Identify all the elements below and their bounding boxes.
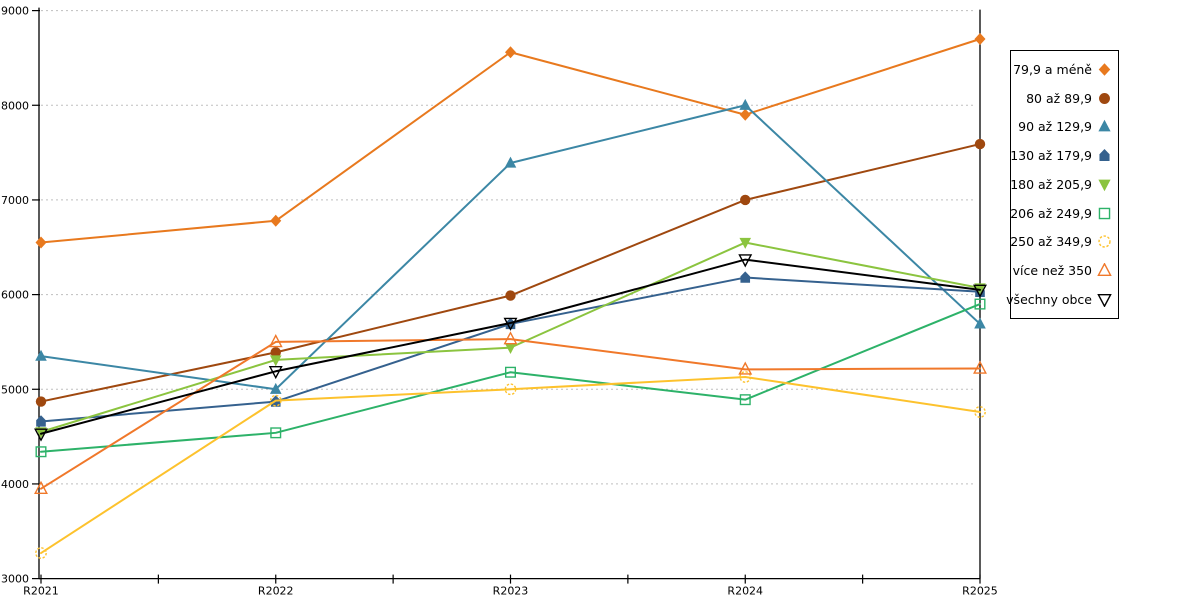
y-tick-label: 3000 (1, 573, 29, 586)
data-point-marker (270, 427, 282, 439)
triangle-down-marker-icon (1097, 293, 1112, 307)
data-point-marker (504, 156, 517, 168)
series-7-line (35, 371, 986, 559)
data-point-marker (739, 394, 751, 406)
data-point-marker (738, 254, 753, 268)
x-tick-label: R2021 (23, 585, 59, 598)
gridlines (41, 10, 975, 485)
data-point-marker (505, 290, 516, 301)
data-point-marker (503, 317, 518, 331)
x-tick-label: R2024 (727, 585, 763, 598)
data-point-marker (35, 236, 47, 249)
series-1-line (35, 33, 986, 249)
legend-item: 130 až 179,9 (1010, 148, 1112, 163)
legend-item: 79,9 a méně (1013, 61, 1112, 77)
data-point-marker (35, 349, 47, 361)
x-tick-label: R2023 (493, 585, 529, 598)
data-point-marker (505, 366, 517, 378)
legend-label: všechny obce (1006, 292, 1092, 307)
legend-item: 250 až 349,9 (1010, 234, 1112, 249)
legend-label: 80 až 89,9 (1026, 90, 1092, 106)
square-marker-icon (1098, 207, 1111, 219)
triangle-down-marker-icon (1098, 179, 1111, 192)
data-point-marker (270, 347, 281, 358)
y-tick-label: 8000 (1, 99, 29, 112)
data-point-marker (268, 334, 283, 348)
y-tick-label: 5000 (1, 383, 29, 396)
series-2-line (35, 138, 986, 407)
data-point-marker (504, 383, 517, 396)
y-tick-label: 4000 (1, 478, 29, 491)
legend-label: 250 až 349,9 (1010, 234, 1092, 250)
data-point-marker (34, 428, 48, 442)
data-point-marker (34, 480, 48, 494)
data-point-marker (270, 214, 282, 227)
data-point-marker (269, 355, 282, 367)
triangle-up-marker-icon (1098, 120, 1111, 132)
legend-label: 180 až 205,9 (1010, 176, 1092, 192)
data-point-marker (35, 446, 47, 458)
data-point-marker (269, 382, 282, 394)
legend-item: 90 až 129,9 (1015, 119, 1112, 134)
circle-dashed-marker-icon (1098, 235, 1111, 249)
x-tick-label: R2025 (962, 585, 998, 598)
legend-item: 206 až 249,9 (1010, 206, 1112, 221)
pentagon-marker-icon (1099, 149, 1110, 162)
data-point-marker (974, 406, 986, 418)
legend-item: 80 až 89,9 (1015, 91, 1112, 106)
y-tick-label: 9000 (1, 5, 29, 18)
data-point-marker (268, 365, 283, 380)
axes: 3000 4000 5000 6000 7000 8000 9000 R2021 R2022 R2… (1, 5, 998, 598)
legend-item: 180 až 205,9 (1010, 177, 1112, 192)
data-point-marker (504, 343, 517, 355)
y-tick-label: 6000 (1, 289, 29, 302)
data-point-marker (35, 547, 47, 559)
series-9-line (34, 254, 987, 442)
data-point-marker (974, 33, 986, 45)
data-point-marker (739, 371, 752, 383)
data-point-marker (35, 396, 47, 407)
series-3-line (35, 98, 986, 394)
y-tick-label: 7000 (1, 194, 29, 207)
data-point-marker (503, 331, 518, 345)
diamond-marker-icon (1098, 63, 1111, 76)
data-point-marker (739, 237, 752, 249)
legend-label: 90 až 129,9 (1018, 119, 1092, 135)
data-point-marker (973, 360, 987, 374)
data-point-marker (974, 317, 986, 329)
data-point-marker (740, 194, 751, 206)
x-tick-label: R2022 (258, 585, 294, 598)
legend-item: více než 350 (1012, 263, 1112, 279)
data-point-marker (973, 284, 987, 298)
legend-label: 130 až 179,9 (1010, 148, 1092, 164)
legend-label: více než 350 (1012, 263, 1092, 279)
legend-box: 79,9 a méně 80 až 89,9 90 až 129,9 130 až 1… (1006, 50, 1119, 319)
legend-item: všechny obce (1006, 292, 1112, 307)
data-point-marker (738, 361, 753, 375)
data-point-marker (739, 108, 751, 121)
data-point-marker (36, 415, 46, 427)
data-point-marker (739, 98, 752, 110)
series-8-line (34, 331, 987, 494)
legend-label: 206 až 249,9 (1010, 205, 1092, 221)
data-point-marker (974, 298, 986, 310)
series-6-line (35, 298, 986, 458)
data-point-marker (505, 46, 516, 59)
data-point-marker (974, 138, 986, 150)
legend-label: 79,9 a méně (1013, 61, 1092, 77)
circle-marker-icon (1099, 92, 1110, 104)
data-point-marker (740, 271, 751, 283)
data-point-marker (269, 394, 282, 407)
triangle-up-marker-icon (1097, 263, 1112, 277)
